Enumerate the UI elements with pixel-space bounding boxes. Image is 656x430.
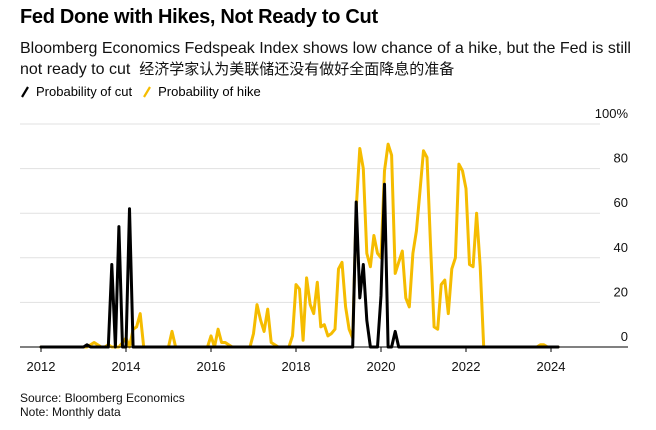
x-tick-label: 2012 <box>27 359 56 374</box>
legend-label-hike: Probability of hike <box>158 84 261 99</box>
y-tick-label: 60 <box>614 195 628 210</box>
legend-item-cut: Probability of cut <box>20 84 132 99</box>
legend-item-hike: Probability of hike <box>142 84 261 99</box>
legend: Probability of cut Probability of hike <box>20 84 271 99</box>
legend-label-cut: Probability of cut <box>36 84 133 99</box>
footer: Source: Bloomberg Economics Note: Monthl… <box>20 391 185 419</box>
y-tick-label: 20 <box>614 284 628 299</box>
x-tick-label: 2014 <box>112 359 141 374</box>
x-tick-label: 2016 <box>197 359 226 374</box>
subtitle-chinese: 经济学家认为美联储还没有做好全面降息的准备 <box>139 61 455 78</box>
source-note: Source: Bloomberg Economics <box>20 391 185 405</box>
y-tick-label: 100% <box>595 106 629 121</box>
y-axis-labels: 0 20 40 60 80 100% <box>595 106 629 344</box>
chart-title: Fed Done with Hikes, Not Ready to Cut <box>20 6 378 28</box>
x-axis: 2012 2014 2016 2018 2020 2022 2024 <box>20 346 628 374</box>
y-tick-label: 0 <box>621 329 628 344</box>
legend-swatch-hike <box>143 85 152 98</box>
x-tick-label: 2024 <box>537 359 566 374</box>
legend-swatch-cut <box>21 85 29 98</box>
chart-subtitle: Bloomberg Economics Fedspeak Index shows… <box>20 38 640 80</box>
data-note: Note: Monthly data <box>20 405 121 419</box>
y-tick-label: 80 <box>614 151 628 166</box>
x-tick-label: 2020 <box>367 359 396 374</box>
x-tick-label: 2022 <box>452 359 481 374</box>
gridlines <box>20 123 600 303</box>
x-tick-label: 2018 <box>282 359 311 374</box>
y-tick-label: 40 <box>614 240 628 255</box>
subtitle-english: Bloomberg Economics Fedspeak Index shows… <box>20 40 631 78</box>
series-lines <box>39 142 560 349</box>
